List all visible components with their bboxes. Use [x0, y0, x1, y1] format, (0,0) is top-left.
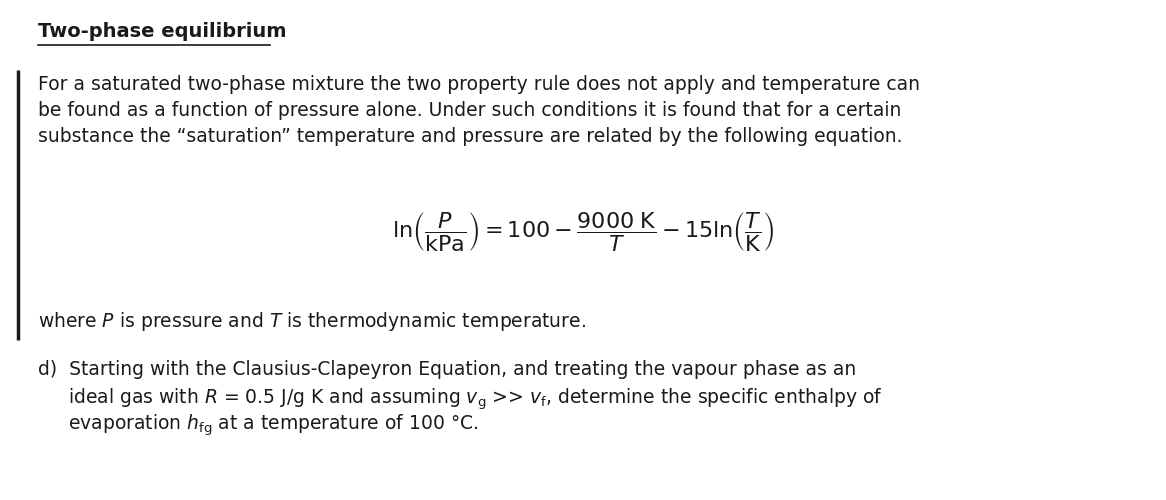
Text: evaporation $h_\mathrm{fg}$ at a temperature of 100 °C.: evaporation $h_\mathrm{fg}$ at a tempera… [68, 412, 478, 438]
Text: where $P$ is pressure and $T$ is thermodynamic temperature.: where $P$ is pressure and $T$ is thermod… [38, 310, 586, 333]
Text: $\ln\!\left(\dfrac{P}{\mathrm{kPa}}\right) = 100 - \dfrac{9000\;\mathrm{K}}{T} -: $\ln\!\left(\dfrac{P}{\mathrm{kPa}}\righ… [392, 210, 774, 253]
Text: substance the “saturation” temperature and pressure are related by the following: substance the “saturation” temperature a… [38, 127, 902, 146]
Text: d)  Starting with the Clausius-Clapeyron Equation, and treating the vapour phase: d) Starting with the Clausius-Clapeyron … [38, 360, 856, 379]
Text: be found as a function of pressure alone. Under such conditions it is found that: be found as a function of pressure alone… [38, 101, 901, 120]
Text: ideal gas with $R$ = 0.5 J/g K and assuming $v_\mathrm{g}$ >> $v_\mathrm{f}$, de: ideal gas with $R$ = 0.5 J/g K and assum… [68, 386, 883, 411]
Text: Two-phase equilibrium: Two-phase equilibrium [38, 22, 287, 41]
Text: For a saturated two-phase mixture the two property rule does not apply and tempe: For a saturated two-phase mixture the tw… [38, 75, 920, 94]
